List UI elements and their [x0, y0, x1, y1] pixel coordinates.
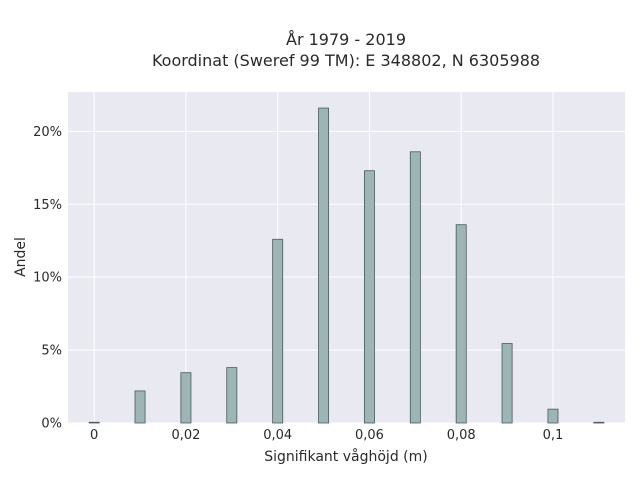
x-tick-label: 0,04	[263, 428, 292, 443]
chart-title-line-1: År 1979 - 2019	[286, 30, 406, 49]
histogram-bar	[226, 367, 238, 424]
histogram-bar	[547, 408, 559, 424]
chart-title-line-2: Koordinat (Sweref 99 TM): E 348802, N 63…	[152, 51, 540, 70]
x-axis-title: Signifikant våghöjd (m)	[264, 448, 427, 465]
histogram-bar	[501, 343, 513, 424]
x-tick-label: 0,02	[171, 428, 200, 443]
histogram-bar	[88, 421, 100, 424]
histogram-bar	[272, 238, 284, 424]
y-tick-label: 20%	[33, 125, 62, 140]
x-tick-label: 0,06	[355, 428, 384, 443]
x-axis-ticks: 0 0,02 0,04 0,06 0,08 0,1	[90, 428, 563, 443]
histogram-bar	[593, 421, 605, 424]
x-tick-label: 0,08	[447, 428, 476, 443]
histogram-bar	[318, 107, 330, 424]
histogram-bar	[134, 390, 146, 424]
histogram-bar	[180, 372, 192, 424]
histogram-bar	[455, 224, 467, 424]
y-axis-title: Andel	[13, 237, 29, 277]
y-tick-label: 10%	[33, 271, 62, 286]
histogram-bar	[409, 151, 421, 424]
histogram-bar	[363, 170, 375, 424]
y-tick-label: 0%	[41, 417, 62, 432]
y-axis-ticks: 0% 5% 10% 15% 20%	[33, 125, 62, 432]
plot-area	[68, 92, 625, 423]
x-tick-label: 0,1	[543, 428, 564, 443]
y-tick-label: 5%	[41, 344, 62, 359]
bar-series	[88, 107, 605, 424]
x-tick-label: 0	[90, 428, 98, 443]
y-tick-label: 15%	[33, 198, 62, 213]
